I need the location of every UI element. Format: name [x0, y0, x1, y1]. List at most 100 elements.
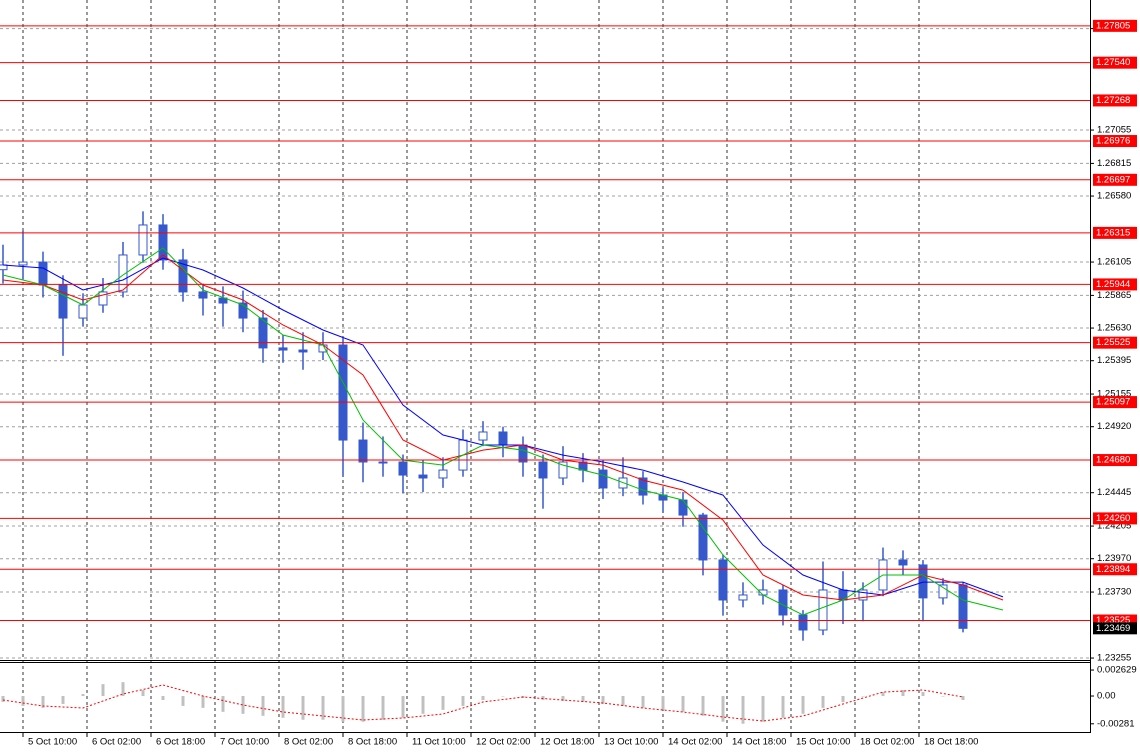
y-tick-label: -0.00281: [1097, 718, 1135, 729]
level-tag: [1093, 336, 1137, 349]
candle-body: [198, 291, 208, 299]
histogram-bar: [881, 692, 885, 697]
candle-body: [438, 469, 448, 479]
level-label: 1.23894: [1096, 564, 1130, 575]
candle-body: [958, 584, 968, 629]
histogram-bar: [921, 692, 925, 697]
histogram-bar: [461, 696, 465, 706]
histogram-bar: [941, 696, 945, 697]
histogram-bar: [301, 696, 305, 720]
x-tick-label: 18 Oct 18:00: [924, 737, 978, 748]
candle-body: [918, 564, 928, 599]
histogram-bar: [841, 696, 845, 702]
x-tick-label: 5 Oct 10:00: [28, 737, 77, 748]
histogram-bar: [341, 696, 345, 722]
histogram-bar: [661, 696, 665, 710]
x-tick-label: 15 Oct 10:00: [796, 737, 850, 748]
level-label: 1.26315: [1096, 227, 1130, 238]
histogram-bar: [181, 696, 185, 706]
y-tick-label: 1.23730: [1097, 587, 1131, 598]
y-tick-label: 1.24205: [1097, 521, 1131, 532]
candle-body: [338, 344, 348, 441]
candle-body: [0, 264, 8, 271]
candle-body: [538, 461, 548, 479]
histogram-bar: [121, 682, 125, 697]
candle-body: [178, 259, 188, 293]
level-label: 1.25525: [1096, 337, 1130, 348]
x-tick-label: 6 Oct 18:00: [156, 737, 205, 748]
histogram-bar: [41, 696, 45, 708]
moving-average: [2, 247, 1004, 616]
candle-body: [98, 291, 108, 306]
y-tick-label: 1.26580: [1097, 191, 1131, 202]
histogram-bar: [581, 696, 585, 702]
level-tag: [1093, 135, 1137, 148]
histogram-bar: [721, 696, 725, 722]
x-tick-label: 11 Oct 10:00: [412, 737, 466, 748]
y-tick-label: 1.24920: [1097, 421, 1131, 432]
y-tick-label: 1.26815: [1097, 158, 1131, 169]
candle-body: [598, 469, 608, 489]
histogram-bar: [861, 696, 865, 697]
level-tag: [1093, 226, 1137, 239]
histogram-bar: [501, 696, 505, 697]
candle-body: [818, 589, 828, 631]
candle-body: [138, 224, 148, 256]
histogram-bar: [481, 696, 485, 700]
level-label: 1.25944: [1096, 279, 1130, 290]
level-tag: [1093, 56, 1137, 69]
histogram-bar: [561, 696, 565, 701]
candle-body: [518, 444, 528, 463]
histogram-bar: [541, 696, 545, 700]
histogram-bar: [641, 696, 645, 708]
candle-body: [18, 261, 28, 266]
histogram-bar: [741, 696, 745, 724]
y-tick-label: 1.26105: [1097, 257, 1131, 268]
level-tag: [1093, 278, 1137, 291]
candle-body: [698, 514, 708, 561]
histogram-bar: [161, 696, 165, 700]
candle-body: [218, 297, 228, 304]
histogram-bar: [621, 696, 625, 706]
histogram-bar: [381, 696, 385, 720]
level-tag: [1093, 454, 1137, 467]
histogram-bar: [21, 696, 25, 706]
histogram-bar: [361, 696, 365, 722]
last-price-tag: [1093, 622, 1137, 635]
y-tick-label: 1.24445: [1097, 487, 1131, 498]
candle-body: [298, 349, 308, 353]
candle-body: [738, 594, 748, 601]
level-tag: [1093, 396, 1137, 409]
histogram-bar: [241, 696, 245, 714]
y-tick-label: 1.25395: [1097, 355, 1131, 366]
signal-line: [2, 684, 964, 722]
level-label: 1.27540: [1096, 57, 1130, 68]
level-tag: [1093, 94, 1137, 107]
candle-body: [718, 559, 728, 601]
level-tag: [1093, 512, 1137, 525]
level-tag: [1093, 563, 1137, 576]
histogram-bar: [101, 684, 105, 697]
y-tick-label: 1.25155: [1097, 389, 1131, 400]
histogram-bar: [221, 696, 225, 712]
candle-body: [378, 461, 388, 464]
x-tick-label: 14 Oct 18:00: [732, 737, 786, 748]
histogram-bar: [261, 696, 265, 716]
x-tick-label: 7 Oct 10:00: [220, 737, 269, 748]
level-label: 1.26697: [1096, 174, 1130, 185]
candle-body: [418, 474, 428, 479]
histogram-bar: [761, 696, 765, 722]
candle-body: [558, 461, 568, 479]
histogram-bar: [821, 696, 825, 708]
candle-body: [478, 431, 488, 441]
candle-body: [798, 614, 808, 631]
histogram-bar: [61, 696, 65, 704]
y-tick-label: 1.27055: [1097, 125, 1131, 136]
x-tick-label: 18 Oct 02:00: [860, 737, 914, 748]
candle-body: [858, 589, 868, 601]
candle-body: [78, 304, 88, 319]
candle-body: [898, 559, 908, 566]
